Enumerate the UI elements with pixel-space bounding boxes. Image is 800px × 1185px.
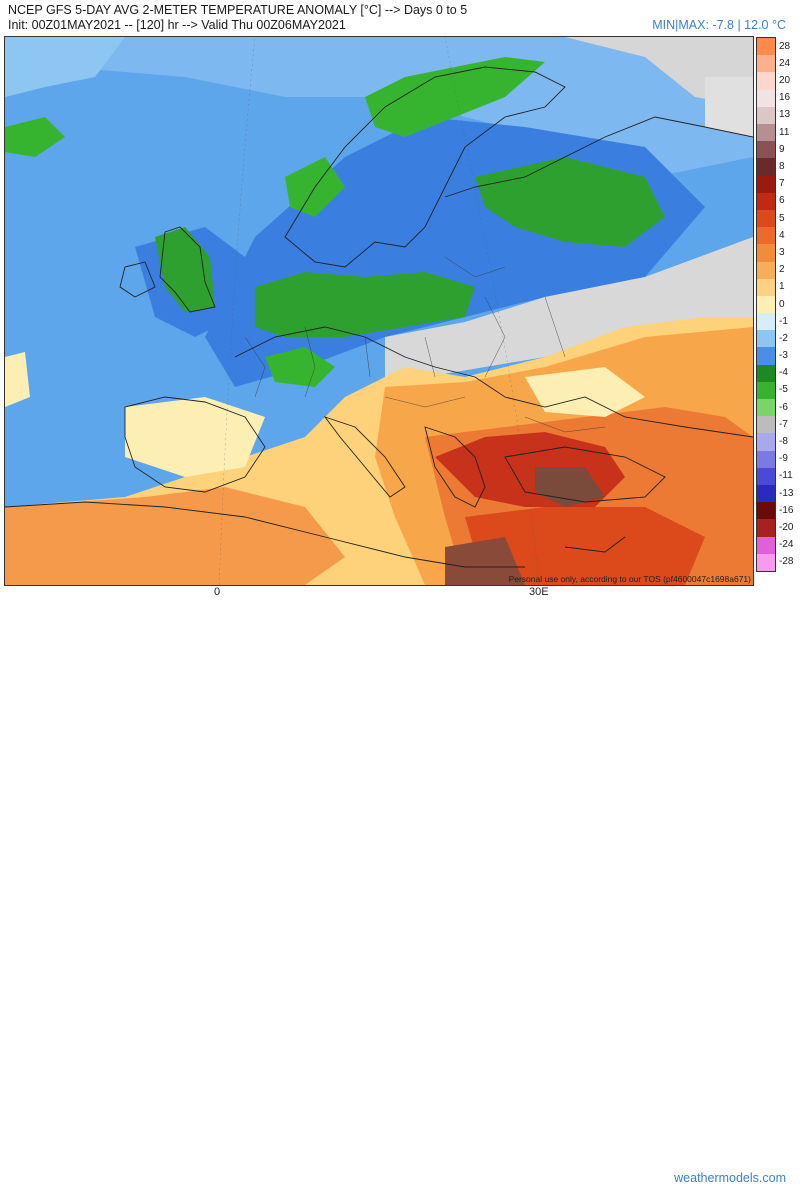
colorbar-swatch <box>757 519 775 538</box>
colorbar-swatch <box>757 381 775 400</box>
colorbar-label: -20 <box>779 522 794 534</box>
lon-label-0: 0 <box>214 586 221 598</box>
header: NCEP GFS 5-DAY AVG 2-METER TEMPERATURE A… <box>0 0 800 36</box>
colorbar-label: -3 <box>779 350 788 362</box>
colorbar-label: 28 <box>779 40 791 52</box>
colorbar-label: -2 <box>779 332 788 344</box>
lon-label-30e: 30E <box>529 586 549 598</box>
colorbar-label: 3 <box>779 246 785 258</box>
colorbar-label: 0 <box>779 298 785 310</box>
colorbar-label: 9 <box>779 143 785 155</box>
colorbar-swatch <box>757 227 775 245</box>
colorbar-swatch <box>757 175 775 194</box>
coastlines <box>5 66 753 568</box>
colorbar-label: -11 <box>779 470 793 482</box>
colorbar-swatch <box>757 261 775 280</box>
colorbar-label: 16 <box>779 92 791 104</box>
colorbar-swatch <box>757 313 775 331</box>
brand-link[interactable]: weathermodels.com <box>674 1171 786 1185</box>
colorbar-swatch <box>757 55 775 73</box>
colorbar-swatch <box>757 38 775 56</box>
country-borders <box>244 256 606 433</box>
colorbar-swatch <box>757 553 775 572</box>
colorbar-label: 7 <box>779 178 785 190</box>
colorbar-swatch <box>757 72 775 91</box>
colorbar-swatch <box>757 295 775 314</box>
colorbar-label: -7 <box>779 418 788 430</box>
colorbar-swatch <box>757 106 775 125</box>
colorbar-label: 2 <box>779 264 785 276</box>
colorbar-swatch <box>757 485 775 503</box>
colorbar-label: -1 <box>779 315 788 327</box>
colorbar-label: 11 <box>779 126 790 138</box>
colorbar-swatch <box>757 467 775 486</box>
longitude-axis: 0 30E weathermodels.com <box>0 585 800 1185</box>
colorbar-label: 5 <box>779 212 785 224</box>
colorbar-legend: 28 24 20 16 13 11 9 8 7 6 5 4 3 2 1 0 -1 -2 -3 -4 -5 -6 -7 -8 -9… <box>756 37 793 572</box>
colorbar-label: 13 <box>779 109 791 121</box>
colorbar-label: -4 <box>779 367 788 379</box>
colorbar-label: 24 <box>779 57 791 69</box>
map-credit: Personal use only, according to our TOS … <box>509 574 752 584</box>
colorbar-label: 6 <box>779 195 785 207</box>
map-subtitle: Init: 00Z01MAY2021 -- [120] hr --> Valid… <box>8 18 346 32</box>
colorbar-label: -16 <box>779 504 794 516</box>
colorbar-swatch <box>757 347 775 366</box>
graticule <box>218 37 540 585</box>
colorbar-swatch <box>757 399 775 417</box>
colorbar-swatch <box>757 209 775 228</box>
colorbar-swatch <box>757 278 775 297</box>
colorbar-swatch <box>757 330 775 348</box>
colorbar-label: 20 <box>779 74 791 86</box>
colorbar-swatch <box>757 536 775 555</box>
colorbar-label: -8 <box>779 436 788 448</box>
colorbar-label: -6 <box>779 401 788 413</box>
colorbar-swatch <box>757 244 775 262</box>
map-title: NCEP GFS 5-DAY AVG 2-METER TEMPERATURE A… <box>8 3 468 17</box>
colorbar-label: -5 <box>779 384 788 396</box>
colorbar-swatch <box>757 450 775 469</box>
colorbar-label: -24 <box>779 539 794 551</box>
temperature-anomaly-map[interactable]: Personal use only, according to our TOS … <box>4 36 754 586</box>
colorbar-label: -13 <box>779 487 794 499</box>
colorbar-label: 8 <box>779 160 785 172</box>
colorbar-label: 4 <box>779 229 785 241</box>
colorbar-swatch <box>757 89 775 108</box>
colorbar-swatch <box>757 158 775 177</box>
colorbar-swatch <box>757 364 775 383</box>
colorbar-label: 1 <box>779 281 785 293</box>
colorbar-swatch <box>757 141 775 159</box>
colorbar-swatch <box>757 192 775 211</box>
colorbar-label: -9 <box>779 453 788 465</box>
colorbar-swatch <box>757 433 775 452</box>
colorbar-swatch <box>757 416 775 434</box>
colorbar-swatch <box>757 502 775 520</box>
min-max-readout: MIN|MAX: -7.8 | 12.0 °C <box>652 18 786 32</box>
colorbar-swatch <box>757 123 775 142</box>
colorbar-label: -28 <box>779 556 794 568</box>
